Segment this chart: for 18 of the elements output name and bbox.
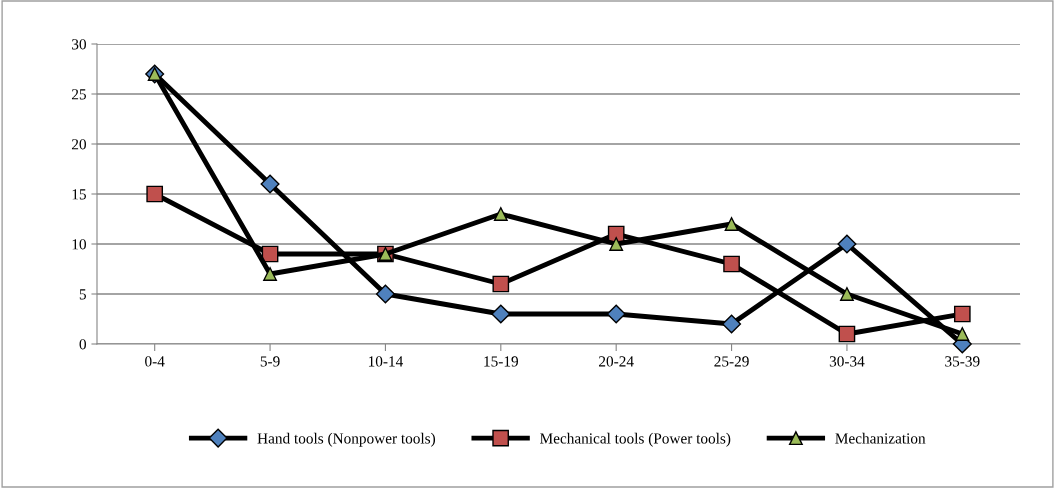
y-tick-label: 10 [72,239,86,250]
legend-label: Hand tools (Nonpower tools) [257,432,436,447]
y-tick-label: 0 [79,339,86,350]
y-tick-label: 15 [72,189,86,200]
y-tick-label: 30 [72,39,86,50]
legend-label: Mechanical tools (Power tools) [540,432,731,447]
x-tick-label: 0-4 [145,356,165,367]
x-tick-label: 25-29 [714,356,749,367]
x-tick-label: 20-24 [599,356,634,367]
x-tick-label: 15-19 [484,356,519,367]
x-tick-label: 10-14 [368,356,404,367]
x-tick-label: 35-39 [945,356,980,367]
legend-label: Mechanization [835,432,926,444]
x-tick-label: 5-9 [260,356,280,367]
y-tick-label: 5 [79,289,86,300]
y-tick-label: 25 [71,89,86,100]
x-tick-label: 30-34 [829,356,865,367]
y-tick-label: 20 [71,139,86,150]
